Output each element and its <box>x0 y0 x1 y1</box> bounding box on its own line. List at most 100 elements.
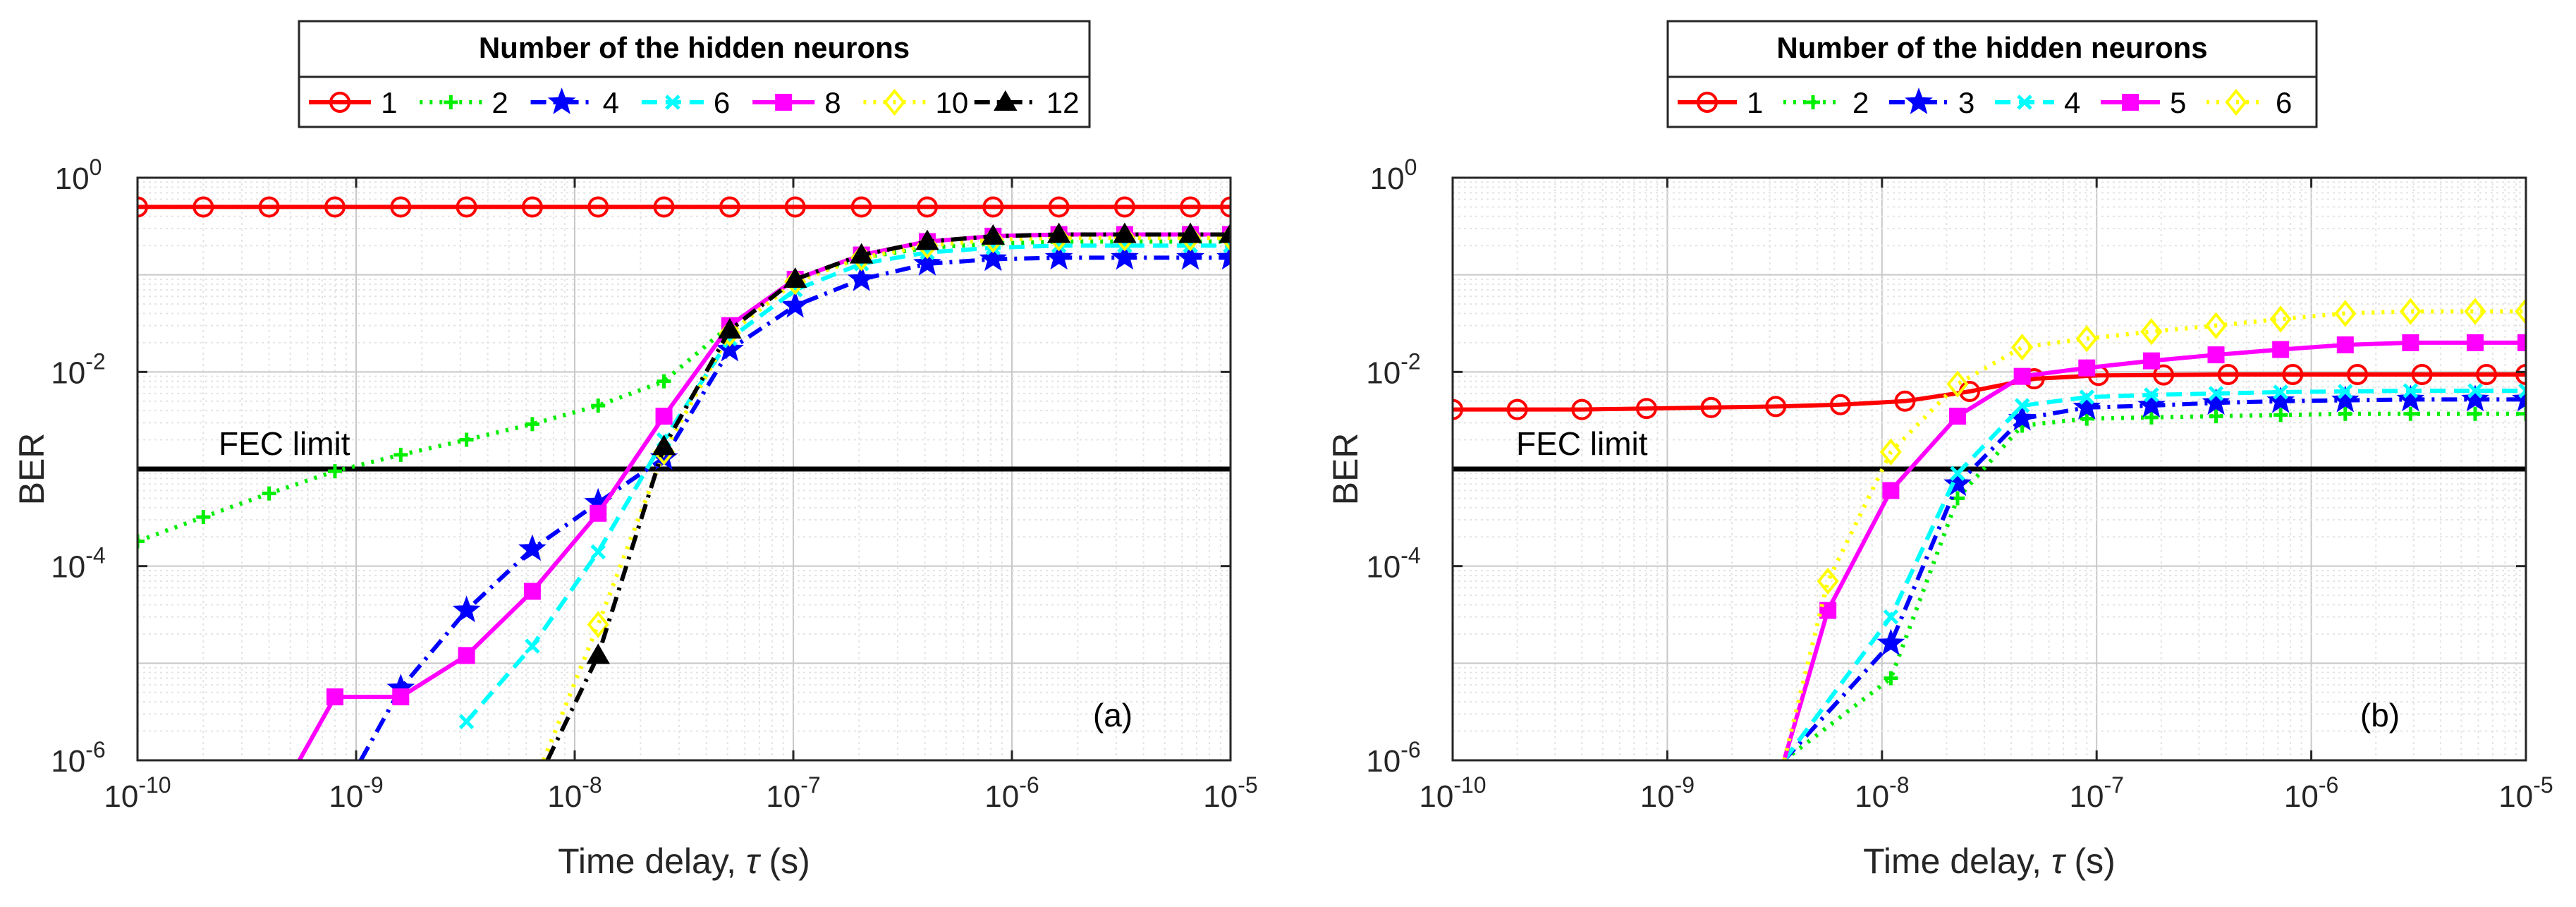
data-point-1 <box>1571 398 1593 420</box>
data-point-12 <box>1219 222 1231 243</box>
data-point-1 <box>456 196 477 218</box>
data-point-12 <box>652 434 676 456</box>
data-point-3 <box>2202 388 2230 415</box>
data-point-1 <box>1048 196 1070 218</box>
panel-label: (b) <box>2360 697 2400 733</box>
data-point-1 <box>1894 390 1916 412</box>
data-point-5 <box>1819 602 1837 619</box>
data-point-4 <box>1950 465 1965 482</box>
data-point-4 <box>979 244 1008 272</box>
series-line-3 <box>1782 397 2526 760</box>
series-1 <box>138 196 1231 218</box>
y-tick-label: 10-4 <box>51 543 105 585</box>
data-point-4 <box>847 264 876 291</box>
legend-box <box>298 20 1091 128</box>
data-point-6 <box>590 544 606 560</box>
legend-marker <box>1697 92 1718 113</box>
series-3 <box>1782 384 2526 760</box>
y-tick-label: 10-6 <box>51 737 105 779</box>
x-axis-title: Time delay, τ (s) <box>558 841 810 881</box>
data-point-12 <box>915 229 939 250</box>
data-point-2 <box>2144 410 2159 425</box>
legend-label: 1 <box>381 86 397 119</box>
data-point-6 <box>525 638 540 654</box>
data-series <box>138 196 1231 760</box>
data-point-1 <box>982 196 1004 218</box>
legend: Number of the hidden neurons 1 2 3 4 5 6 <box>1666 20 2318 128</box>
data-point-1 <box>324 196 346 218</box>
data-point-1 <box>2282 364 2304 386</box>
data-point-1 <box>258 196 280 218</box>
data-point-12 <box>718 317 742 339</box>
data-point-5 <box>2078 359 2096 377</box>
x-tick-label: 10-8 <box>547 772 602 814</box>
data-point-12 <box>849 243 874 264</box>
axes-box <box>1451 176 2527 762</box>
data-point-2 <box>2403 406 2418 421</box>
legend-label: 12 <box>1046 86 1080 119</box>
data-point-1 <box>2515 364 2526 386</box>
data-point-1 <box>1765 396 1787 418</box>
x-tick-label: 10-9 <box>329 772 383 814</box>
data-point-12 <box>981 224 1006 245</box>
data-point-4 <box>2467 383 2483 398</box>
data-point-6 <box>1817 567 1839 595</box>
data-point-1 <box>1829 394 1851 415</box>
series-4 <box>1782 383 2526 760</box>
chart-panel-a: FEC limit 10-10 10-9 10-8 10-7 10-6 10-5 10-6 10… <box>12 20 1258 881</box>
data-point-2 <box>657 374 671 389</box>
fec-limit-label: FEC limit <box>219 425 350 462</box>
legend-label: 6 <box>714 86 730 119</box>
data-point-2 <box>1884 671 1898 686</box>
y-tick-label: 10-2 <box>51 348 105 390</box>
data-point-4 <box>716 334 744 362</box>
data-point-5 <box>2013 367 2031 385</box>
data-point-4 <box>1216 243 1231 270</box>
data-point-1 <box>2346 364 2368 386</box>
series-line-1 <box>1453 372 2526 412</box>
y-tick-label: 10-4 <box>1366 543 1420 585</box>
data-point-4 <box>2273 384 2288 400</box>
data-point-8 <box>590 504 607 522</box>
y-tick-label: 100 <box>55 154 102 196</box>
data-point-12 <box>1178 222 1202 243</box>
data-point-1 <box>138 196 148 218</box>
data-point-2 <box>591 398 606 413</box>
series-5 <box>1782 334 2526 760</box>
chart-panel-b: FEC limit 10-10 10-9 10-8 10-7 10-6 10-5 10-6 10… <box>1326 20 2553 881</box>
data-point-3 <box>2073 392 2101 420</box>
x-tick-label: 10-10 <box>104 772 171 814</box>
axes-box <box>136 176 1232 762</box>
data-point-5 <box>2336 336 2354 353</box>
data-point-4 <box>1883 609 1899 625</box>
data-point-3 <box>2396 384 2425 412</box>
data-point-5 <box>2466 334 2484 351</box>
y-axis-title: BER <box>1326 433 1365 506</box>
data-point-1 <box>2217 364 2239 386</box>
legend-item-3: 3 <box>1889 86 1974 119</box>
data-point-1 <box>1635 398 1657 420</box>
data-point-3 <box>2331 385 2360 413</box>
series-line-4 <box>1782 389 2526 760</box>
data-point-4 <box>1176 243 1204 270</box>
data-point-1 <box>1113 196 1135 218</box>
y-tick-label: 10-2 <box>1366 348 1420 390</box>
legend-label: 5 <box>2170 86 2186 119</box>
data-point-6 <box>2515 298 2526 325</box>
legend-marker <box>2225 88 2247 116</box>
data-point-6 <box>458 714 475 729</box>
data-point-2 <box>327 464 342 479</box>
x-tick-label: 10-5 <box>2498 772 2553 814</box>
legend-item-6: 6 <box>641 86 730 119</box>
data-point-4 <box>913 249 941 276</box>
data-point-5 <box>1882 482 1900 499</box>
legend-title: Number of the hidden neurons <box>479 31 910 64</box>
data-point-2 <box>2467 406 2482 421</box>
legend-label: 1 <box>1747 86 1763 119</box>
data-point-4 <box>2338 384 2353 399</box>
data-point-1 <box>1506 398 1528 420</box>
y-tick-label: 100 <box>1370 154 1417 196</box>
legend-label: 6 <box>2276 86 2292 119</box>
x-tick-label: 10-6 <box>2284 772 2338 814</box>
